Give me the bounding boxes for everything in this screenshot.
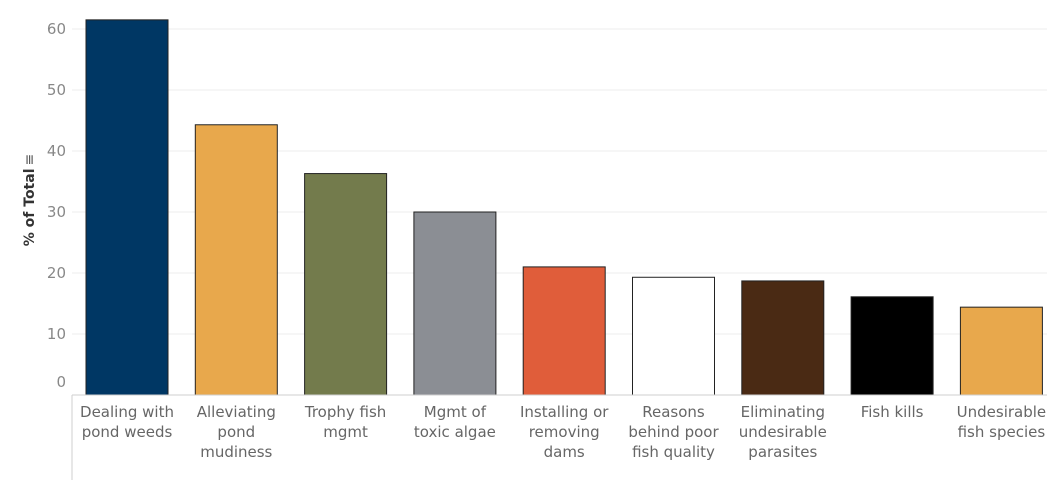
x-tick-label: Trophy fish mgmt (291, 402, 401, 442)
x-tick-label-line: mgmt (323, 423, 368, 441)
x-tick-label-line: Trophy fish (304, 403, 387, 421)
bar[interactable] (85, 19, 169, 396)
bar[interactable] (741, 280, 825, 396)
y-tick-label: 10 (47, 325, 66, 343)
x-tick-label-line: behind poor (628, 423, 719, 441)
filter-icon[interactable]: ≡ (22, 153, 38, 166)
y-axis-label: % of Total ≡ (22, 154, 38, 246)
bar[interactable] (304, 173, 388, 396)
bar[interactable] (850, 296, 934, 396)
x-tick-label-line: Undesirable (956, 403, 1047, 421)
x-tick-label-line: mudiness (200, 443, 273, 461)
x-tick-label: Mgmt of toxic algae (400, 402, 510, 442)
y-tick-label: 0 (56, 373, 66, 391)
x-tick-label: Undesirable fish species (946, 402, 1047, 442)
bars (85, 19, 1043, 396)
x-tick-label: Installing or removing dams (509, 402, 619, 462)
y-axis-ticks: 0 10 20 30 40 50 60 (47, 20, 66, 391)
x-tick-label: Alleviating pond mudiness (181, 402, 291, 462)
x-tick-label-line: Dealing with (80, 403, 174, 421)
x-tick-label-line: dams (543, 443, 585, 461)
x-tick-label-line: pond (217, 423, 256, 441)
y-tick-label: 40 (47, 142, 66, 160)
bar[interactable] (522, 266, 606, 396)
x-tick-label-line: toxic algae (413, 423, 496, 441)
x-tick-label: Dealing with pond weeds (72, 402, 182, 442)
x-tick-label-line: undesirable (738, 423, 827, 441)
x-tick-label-line: Installing or (519, 403, 609, 421)
bar[interactable] (632, 276, 715, 396)
x-tick-label-line: removing (528, 423, 600, 441)
bar[interactable] (959, 306, 1043, 396)
x-tick-label-line: Alleviating (196, 403, 276, 421)
y-axis-label-text: % of Total (22, 168, 38, 247)
x-tick-label-line: pond weeds (81, 423, 173, 441)
x-tick-label-line: Eliminating (740, 403, 825, 421)
y-tick-label: 60 (47, 20, 66, 38)
x-tick-label-line: parasites (748, 443, 818, 461)
x-tick-label: Eliminating undesirable parasites (728, 402, 838, 462)
y-tick-label: 50 (47, 81, 66, 99)
x-tick-label-line: fish species (957, 423, 1046, 441)
y-tick-label: 30 (47, 203, 66, 221)
x-tick-label: Reasons behind poor fish quality (619, 402, 729, 462)
x-tick-label-line: fish quality (632, 443, 715, 461)
bar[interactable] (413, 211, 497, 396)
x-tick-label-line: Fish kills (860, 403, 924, 421)
bar[interactable] (194, 124, 278, 396)
x-tick-label: Fish kills (837, 402, 947, 422)
y-tick-label: 20 (47, 264, 66, 282)
x-tick-label-line: Mgmt of (423, 403, 486, 421)
x-tick-label-line: Reasons (642, 403, 705, 421)
